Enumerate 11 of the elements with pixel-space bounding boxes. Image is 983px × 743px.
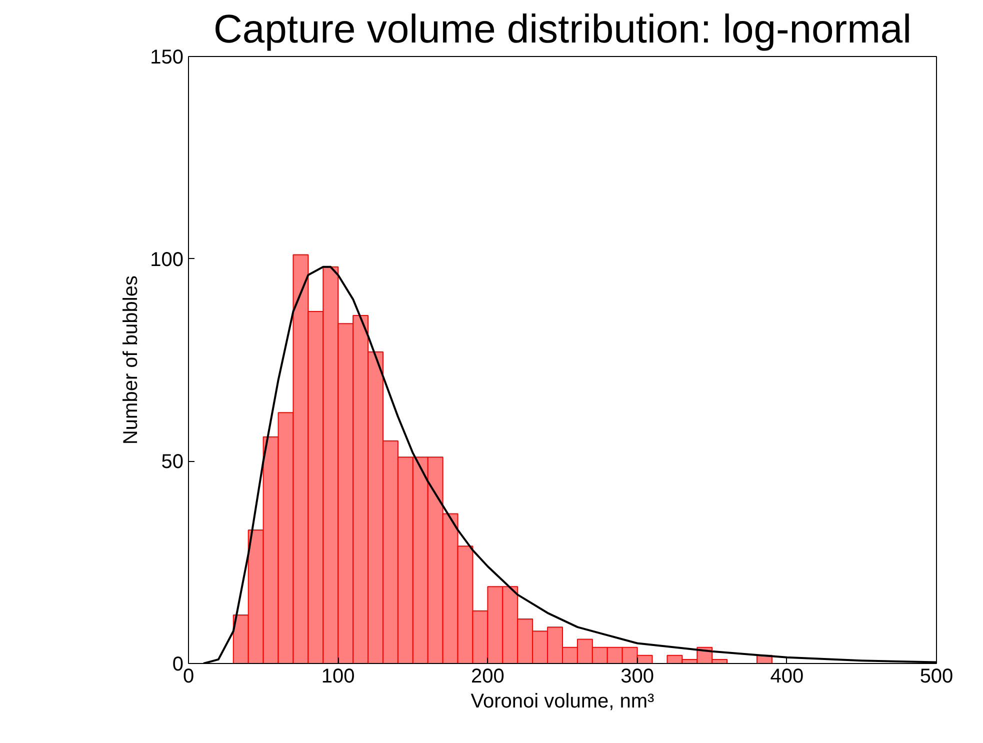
x-tick-label: 500: [920, 666, 954, 688]
y-tick-label: 100: [150, 248, 184, 271]
chart-title: Capture volume distribution: log-normal: [213, 8, 912, 52]
x-tick-label: 400: [770, 666, 804, 688]
y-tick-label: 150: [150, 46, 184, 68]
x-axis-title: Voronoi volume, nm³: [470, 690, 655, 712]
x-tick-label: 200: [471, 666, 504, 688]
x-tick-label: 100: [321, 666, 355, 688]
x-tick-label: 300: [620, 666, 654, 688]
y-axis-title: Number of bubbles: [120, 276, 142, 444]
y-tick-label: 50: [161, 451, 184, 474]
